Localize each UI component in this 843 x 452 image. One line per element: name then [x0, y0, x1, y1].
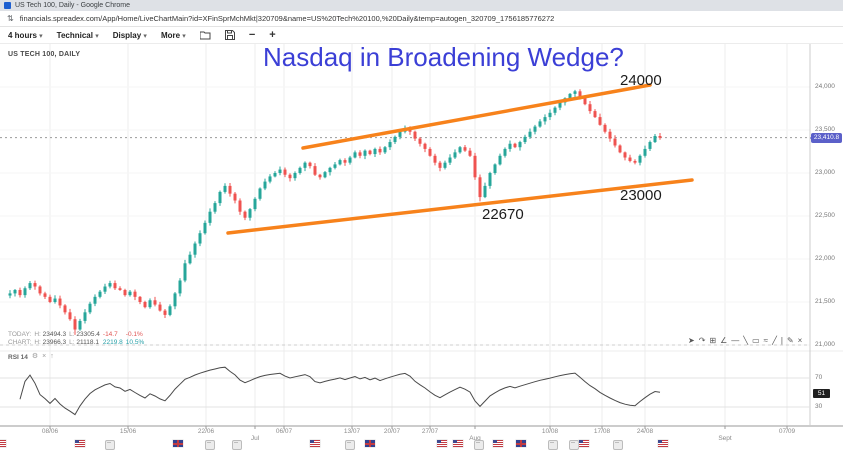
- ray-tool-icon[interactable]: ╱: [772, 336, 777, 345]
- rect-tool-icon[interactable]: ▭: [752, 336, 760, 345]
- date-axis-label: 20/07: [383, 428, 401, 435]
- legend-chart-row: CHART: H: 23966.3 L: 21118.1 2219.8 10.5…: [8, 339, 145, 346]
- price-axis-label: 21,500: [815, 298, 835, 305]
- date-axis-label: 17/08: [593, 428, 611, 435]
- calendar-event-icon[interactable]: [569, 440, 579, 450]
- date-axis-label: 13/07: [343, 428, 361, 435]
- us-flag-icon[interactable]: [493, 440, 503, 447]
- date-axis-label: 15/06: [119, 428, 137, 435]
- price-axis-label: 23,500: [815, 126, 835, 133]
- us-flag-icon[interactable]: [579, 440, 589, 447]
- grid-tool-icon[interactable]: ⊞: [709, 336, 717, 345]
- date-axis-label: 06/07: [275, 428, 293, 435]
- menu-display[interactable]: Display ▾: [112, 30, 147, 40]
- price-axis-label: 21,000: [815, 341, 835, 348]
- date-axis-label: 08/06: [41, 428, 59, 435]
- symbol-label: US TECH 100, DAILY: [8, 51, 81, 58]
- menu-interval[interactable]: 4 hours ▾: [8, 30, 43, 40]
- date-axis-label: 07/09: [778, 428, 796, 435]
- uk-flag-icon[interactable]: [516, 440, 526, 447]
- rsi-indicator-header: RSI 14 ⚙ × ↑: [8, 353, 54, 361]
- chevron-down-icon: ▾: [95, 32, 99, 40]
- window-title: US Tech 100, Daily - Google Chrome: [15, 2, 131, 9]
- calendar-event-icon[interactable]: [205, 440, 215, 450]
- wave-tool-icon[interactable]: ≈: [763, 336, 769, 345]
- zoom-out-button[interactable]: −: [248, 29, 256, 41]
- price-axis-label: 24,000: [815, 83, 835, 90]
- uk-flag-icon[interactable]: [173, 440, 183, 447]
- calendar-event-icon[interactable]: [345, 440, 355, 450]
- url-text[interactable]: financials.spreadex.com/App/Home/LiveCha…: [19, 14, 555, 23]
- rsi-label: RSI 14: [8, 353, 28, 361]
- current-price-badge: 23,410.8: [810, 133, 842, 143]
- rsi-level-70: 70: [815, 374, 823, 381]
- address-bar[interactable]: ⇅ financials.spreadex.com/App/Home/LiveC…: [0, 11, 843, 27]
- angle-tool-icon[interactable]: ∠: [720, 336, 728, 345]
- menu-more[interactable]: More ▾: [160, 30, 186, 40]
- date-axis-label: 27/07: [421, 428, 439, 435]
- uk-flag-icon[interactable]: [365, 440, 375, 447]
- rsi-close-icon[interactable]: ×: [42, 353, 47, 360]
- us-flag-icon[interactable]: [658, 440, 668, 447]
- price-annotation: 22670: [482, 206, 524, 223]
- month-axis-label: Jul: [250, 435, 260, 442]
- us-flag-icon[interactable]: [437, 440, 447, 447]
- calendar-event-icon[interactable]: [474, 440, 484, 450]
- annotation-title: Nasdaq in Broadening Wedge?: [263, 42, 624, 72]
- price-axis-label: 22,000: [815, 255, 835, 262]
- us-flag-icon[interactable]: [453, 440, 463, 447]
- rsi-settings-gear-icon[interactable]: ⚙: [31, 353, 39, 360]
- ohlc-legend: TODAY: H: 23494.3 L: 23305.4 -14.7 -0.1%…: [8, 331, 147, 347]
- tools-separator: |: [780, 336, 783, 345]
- window-titlebar: US Tech 100, Daily - Google Chrome: [0, 0, 843, 11]
- calendar-event-icon[interactable]: [548, 440, 558, 450]
- save-chart-icon[interactable]: [224, 30, 235, 40]
- rsi-collapse-icon[interactable]: ↑: [50, 353, 54, 360]
- price-annotation: 23000: [620, 187, 662, 204]
- date-axis-label: 22/06: [197, 428, 215, 435]
- close-tools-icon[interactable]: ×: [797, 336, 803, 345]
- chart-toolbar: 4 hours ▾ Technical ▾ Display ▾ More ▾ −…: [0, 27, 843, 44]
- chevron-down-icon: ▾: [143, 32, 147, 40]
- zoom-in-button[interactable]: +: [269, 29, 276, 41]
- hline-tool-icon[interactable]: —: [731, 336, 740, 345]
- drawing-toolbar: ➤ ↷ ⊞ ∠ — ╲ ▭ ≈ ╱ | ✎ ×: [688, 336, 802, 346]
- current-rsi-badge: 51: [813, 389, 830, 398]
- legend-today-row: TODAY: H: 23494.3 L: 23305.4 -14.7 -0.1%: [8, 331, 143, 338]
- site-favicon-icon: [4, 2, 11, 9]
- page-info-icon[interactable]: ⇅: [7, 14, 14, 23]
- pencil-tool-icon[interactable]: ✎: [786, 336, 794, 345]
- price-axis-label: 23,000: [815, 169, 835, 176]
- chevron-down-icon: ▾: [182, 32, 186, 40]
- menu-technical[interactable]: Technical ▾: [56, 30, 99, 40]
- freehand-tool-icon[interactable]: ↷: [698, 336, 706, 345]
- pointer-tool-icon[interactable]: ➤: [688, 336, 695, 345]
- date-axis-label: 10/08: [541, 428, 559, 435]
- price-axis-label: 22,500: [815, 212, 835, 219]
- open-chart-icon[interactable]: [199, 31, 211, 40]
- calendar-event-icon[interactable]: [105, 440, 115, 450]
- date-axis-label: 24/08: [636, 428, 654, 435]
- us-flag-icon[interactable]: [0, 440, 6, 447]
- price-annotation: 24000: [620, 72, 662, 89]
- us-flag-icon[interactable]: [75, 440, 85, 447]
- trendline-tool-icon[interactable]: ╲: [743, 336, 749, 345]
- rsi-level-30: 30: [815, 403, 823, 410]
- calendar-event-icon[interactable]: [232, 440, 242, 450]
- month-axis-label: Aug: [469, 435, 481, 442]
- calendar-event-icon[interactable]: [613, 440, 623, 450]
- us-flag-icon[interactable]: [310, 440, 320, 447]
- month-axis-label: Sept: [718, 435, 732, 442]
- chevron-down-icon: ▾: [39, 32, 43, 40]
